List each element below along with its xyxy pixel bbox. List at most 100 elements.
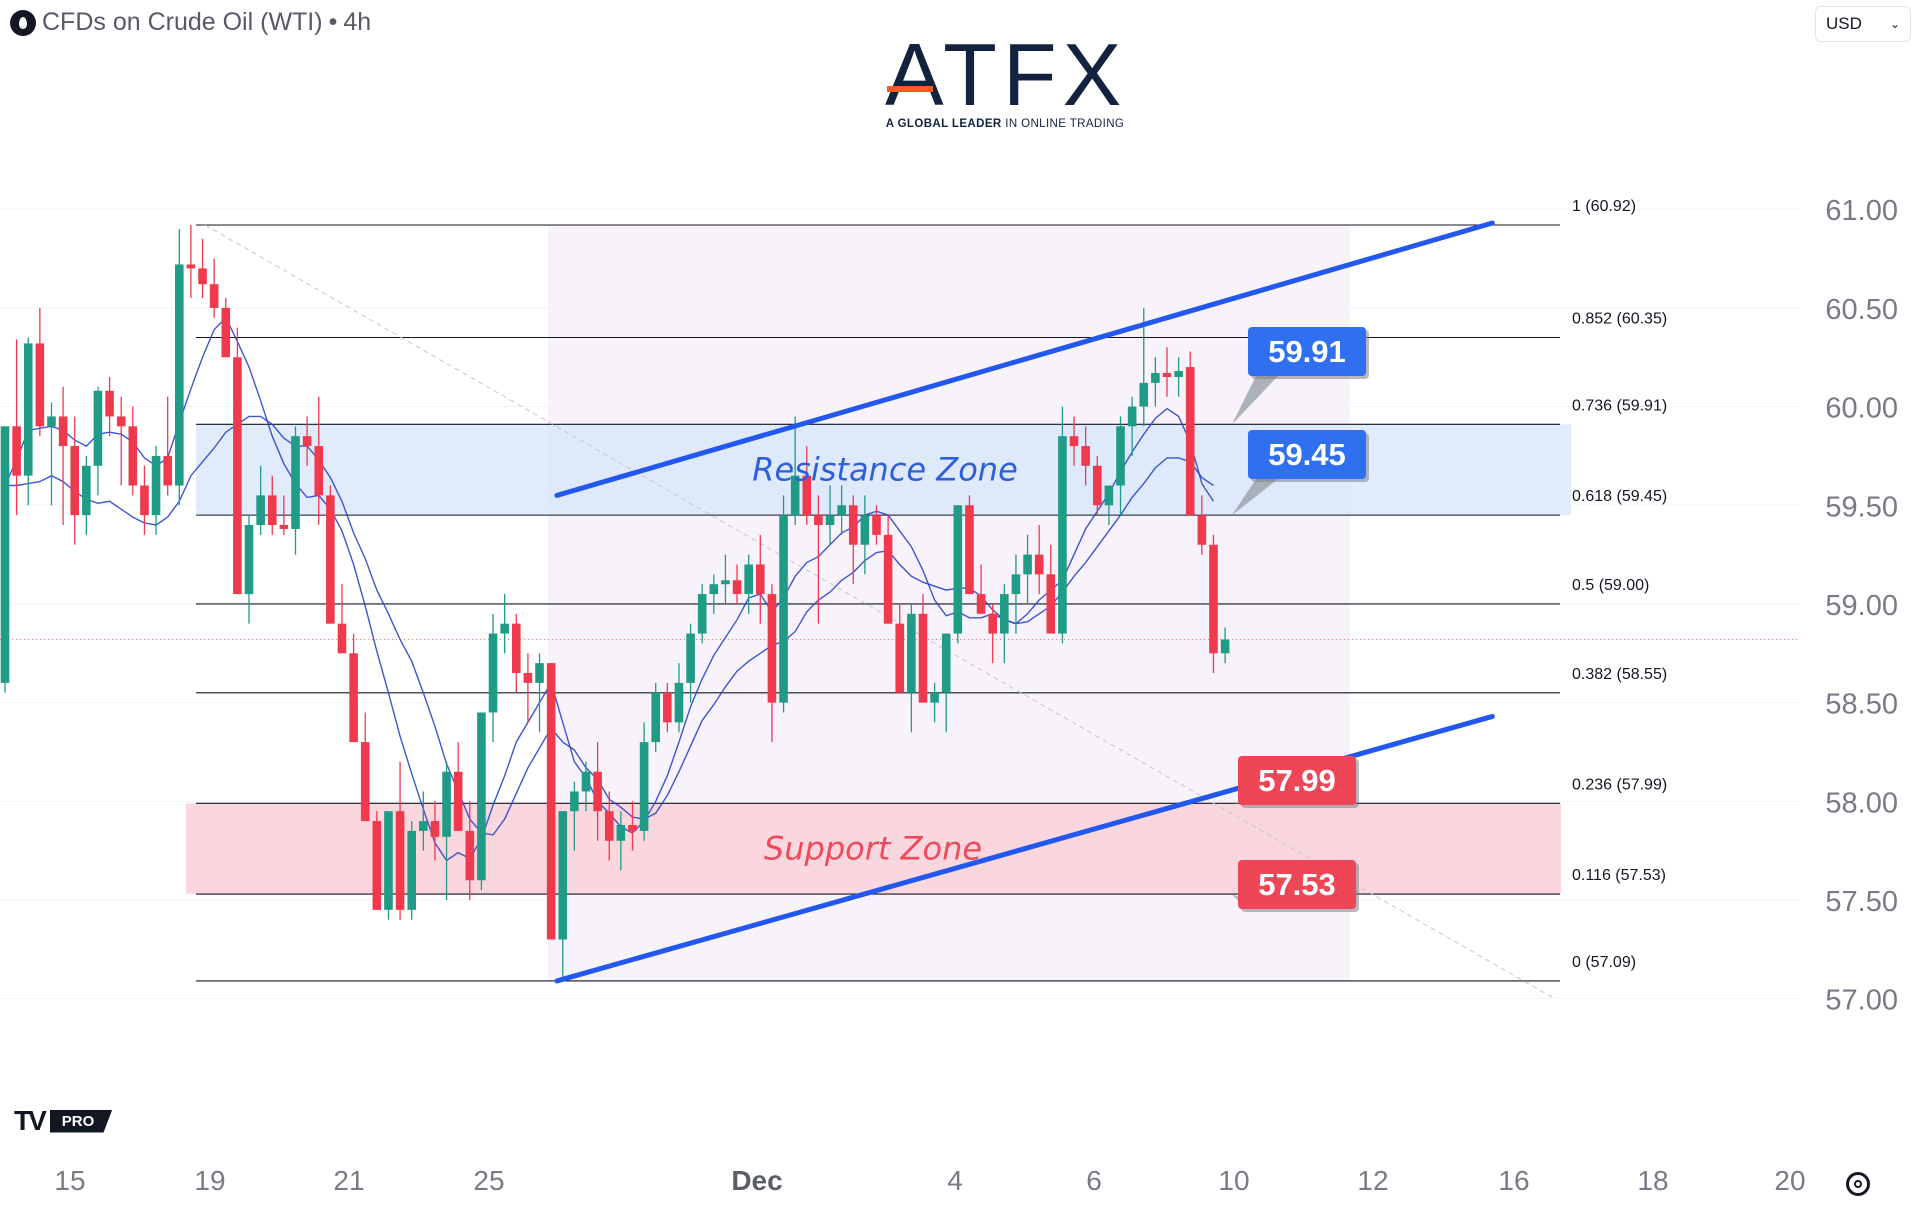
- candle-body: [244, 525, 254, 595]
- candle-body: [302, 436, 312, 447]
- candle-body: [256, 495, 265, 525]
- candle-body: [384, 811, 393, 910]
- candle-body: [511, 623, 521, 674]
- resistance-price-callout: 59.91: [1232, 327, 1369, 425]
- candle-body: [756, 564, 765, 595]
- callout-value: 59.91: [1268, 334, 1346, 369]
- candle-down: [465, 801, 475, 900]
- candle-body: [140, 485, 149, 516]
- y-tick-label: 60.50: [1825, 294, 1898, 326]
- candle-down: [337, 584, 347, 654]
- x-tick-label: 16: [1498, 1165, 1529, 1196]
- callout-box: [1238, 756, 1356, 805]
- candle-up: [721, 554, 730, 604]
- candle-body: [895, 623, 905, 693]
- candle-body: [12, 426, 21, 476]
- candle-up: [488, 613, 498, 743]
- candle-up: [1116, 416, 1125, 516]
- candle-up: [256, 465, 265, 535]
- candle-up: [47, 402, 56, 506]
- candle-body: [151, 455, 161, 516]
- candle-down: [756, 534, 765, 624]
- symbol-header[interactable]: CFDs on Crude Oil (WTI) • 4h: [10, 8, 371, 37]
- candle-down: [12, 339, 21, 516]
- candle-down: [1034, 525, 1044, 595]
- candle-body: [221, 307, 231, 358]
- candle-body: [465, 830, 475, 881]
- y-tick-label: 61.00: [1825, 195, 1898, 227]
- candle-up: [907, 603, 916, 733]
- candle-down: [267, 475, 277, 535]
- candle-body: [1209, 544, 1218, 654]
- candle-up: [1011, 554, 1021, 634]
- x-tick-label: 18: [1637, 1165, 1668, 1196]
- candle-body: [128, 426, 138, 486]
- candle-down: [70, 416, 80, 545]
- candle-body: [837, 505, 846, 516]
- support-price-callout: 57.53: [1232, 860, 1359, 912]
- currency-select[interactable]: USD ⌄: [1815, 6, 1911, 42]
- candle-body: [291, 436, 300, 529]
- y-tick-label: 57.00: [1825, 985, 1898, 1017]
- candle-down: [604, 791, 614, 861]
- candle-up: [581, 761, 591, 812]
- callout-box: [1248, 327, 1366, 376]
- callout-pointer: [1232, 376, 1278, 425]
- candle-up: [175, 228, 184, 506]
- candle-body: [1069, 436, 1079, 447]
- candle-down: [58, 386, 68, 525]
- candle-up: [570, 781, 579, 851]
- y-tick-label: 59.50: [1825, 491, 1898, 523]
- candle-up: [558, 811, 568, 981]
- candle-body: [116, 416, 126, 427]
- candle-body: [360, 742, 370, 822]
- x-tick-label: 15: [54, 1165, 85, 1196]
- tradingview-watermark[interactable]: TV PRO: [14, 1105, 113, 1137]
- candle-body: [709, 584, 719, 595]
- candle-body: [488, 633, 498, 713]
- resistance-zone-label: Resistance Zone: [752, 451, 1018, 489]
- fib-level-label: 0.736 (59.91): [1572, 397, 1667, 414]
- candle-up: [535, 653, 544, 733]
- candle-down: [1081, 426, 1090, 486]
- candle-up: [779, 495, 788, 713]
- candle-body: [848, 505, 858, 545]
- candle-down: [35, 307, 45, 437]
- candle-down: [802, 446, 812, 525]
- candle-down: [279, 495, 289, 535]
- candle-body: [1127, 406, 1137, 427]
- candle-down: [395, 761, 405, 920]
- candle-body: [918, 613, 928, 703]
- candle-body: [779, 515, 788, 703]
- candle-body: [198, 268, 207, 285]
- y-tick-label: 58.00: [1825, 787, 1898, 819]
- candle-body: [697, 594, 707, 634]
- candle-up: [23, 337, 33, 506]
- atfx-logo: ATFX A GLOBAL LEADER IN ONLINE TRADING: [885, 31, 1125, 131]
- candle-body: [593, 771, 602, 812]
- candle-body: [82, 465, 91, 516]
- candle-body: [767, 594, 777, 703]
- candle-body: [802, 475, 812, 516]
- candle-body: [337, 623, 347, 654]
- logo-tagline-bold: A GLOBAL LEADER: [885, 118, 1002, 130]
- candle-body: [883, 534, 893, 624]
- candle-up: [0, 426, 10, 693]
- candle-body: [1046, 574, 1056, 634]
- candle-up: [1139, 307, 1149, 427]
- resistance-price-callout: 59.45: [1232, 430, 1369, 516]
- candle-down: [1069, 416, 1079, 466]
- candle-down: [163, 396, 172, 496]
- candle-body: [430, 821, 440, 837]
- candle-up: [1174, 357, 1183, 397]
- candle-down: [732, 564, 742, 604]
- candle-down: [209, 258, 219, 318]
- settings-gear-icon[interactable]: [1846, 1172, 1870, 1196]
- x-tick-label: 19: [194, 1165, 225, 1196]
- candle-down: [511, 613, 521, 693]
- candle-body: [686, 633, 695, 683]
- candle-body: [1139, 382, 1149, 407]
- candle-up: [686, 623, 695, 703]
